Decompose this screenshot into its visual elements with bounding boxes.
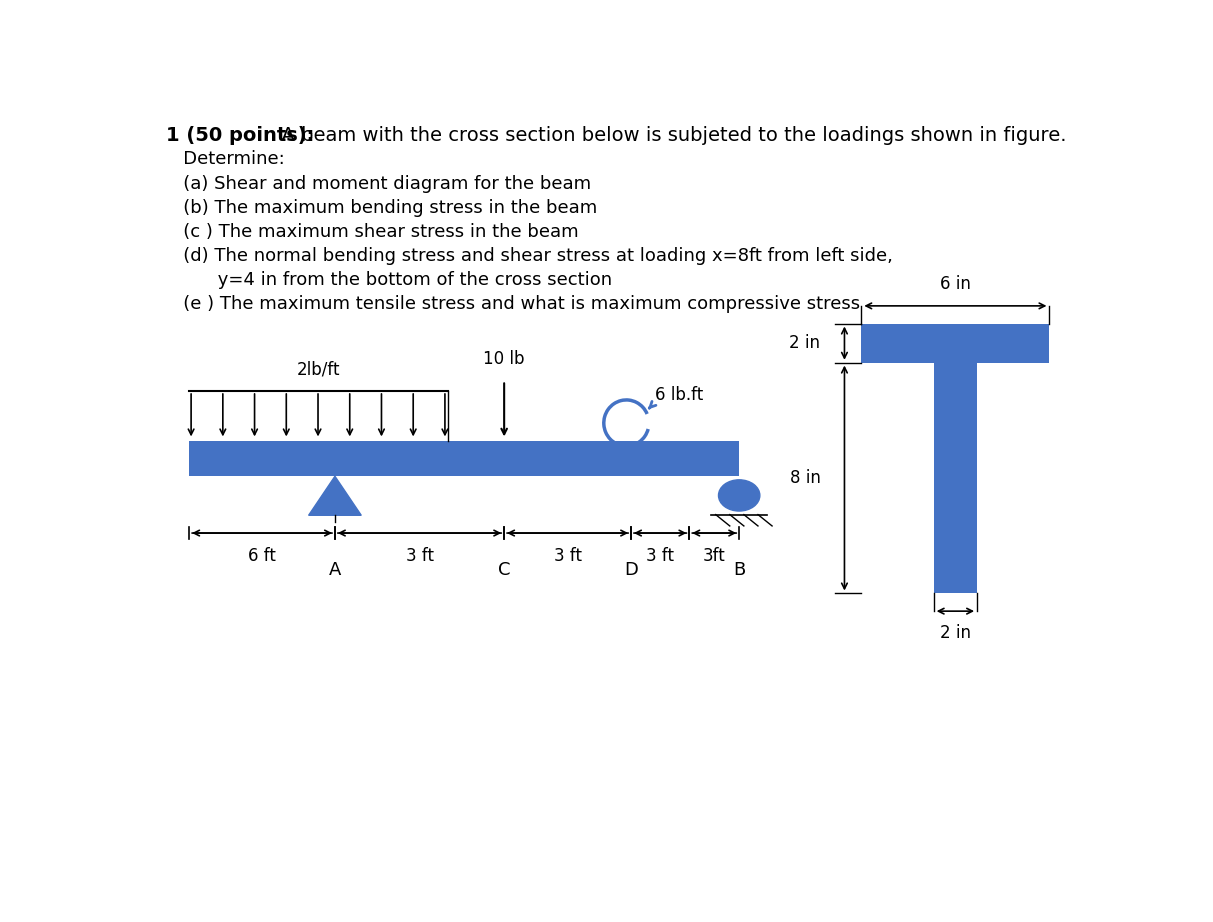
Text: 3 ft: 3 ft: [553, 548, 581, 565]
Text: (b) The maximum bending stress in the beam: (b) The maximum bending stress in the be…: [166, 198, 597, 217]
Circle shape: [718, 479, 759, 511]
Text: (c ) The maximum shear stress in the beam: (c ) The maximum shear stress in the bea…: [166, 223, 579, 241]
Text: y=4 in from the bottom of the cross section: y=4 in from the bottom of the cross sect…: [166, 271, 611, 290]
Text: 8 in: 8 in: [790, 469, 820, 487]
Text: 2 in: 2 in: [940, 624, 970, 642]
Bar: [189, 441, 739, 477]
Text: (d) The normal bending stress and shear stress at loading x=8ft from left side,: (d) The normal bending stress and shear …: [166, 247, 893, 265]
Text: 2 in: 2 in: [790, 334, 820, 352]
Text: 2lb/ft: 2lb/ft: [297, 361, 340, 378]
Text: 10 lb: 10 lb: [484, 349, 525, 368]
Text: 3ft: 3ft: [702, 548, 725, 565]
Text: 6 ft: 6 ft: [249, 548, 277, 565]
Bar: [861, 324, 1049, 362]
Text: (e ) The maximum tensile stress and what is maximum compressive stress: (e ) The maximum tensile stress and what…: [166, 295, 860, 313]
Bar: [934, 362, 976, 594]
Text: 6 in: 6 in: [940, 275, 970, 293]
Text: A beam with the cross section below is subjeted to the loadings shown in figure.: A beam with the cross section below is s…: [269, 126, 1066, 146]
Text: 3 ft: 3 ft: [405, 548, 433, 565]
Text: 6 lb.ft: 6 lb.ft: [655, 385, 702, 404]
Text: 1 (50 points):: 1 (50 points):: [166, 126, 314, 146]
Text: A: A: [329, 561, 341, 579]
Text: D: D: [625, 561, 638, 579]
Text: Determine:: Determine:: [166, 150, 285, 169]
Polygon shape: [308, 477, 361, 515]
Text: C: C: [497, 561, 511, 579]
Text: 3 ft: 3 ft: [647, 548, 674, 565]
Text: (a) Shear and moment diagram for the beam: (a) Shear and moment diagram for the bea…: [166, 174, 591, 193]
Text: B: B: [733, 561, 745, 579]
